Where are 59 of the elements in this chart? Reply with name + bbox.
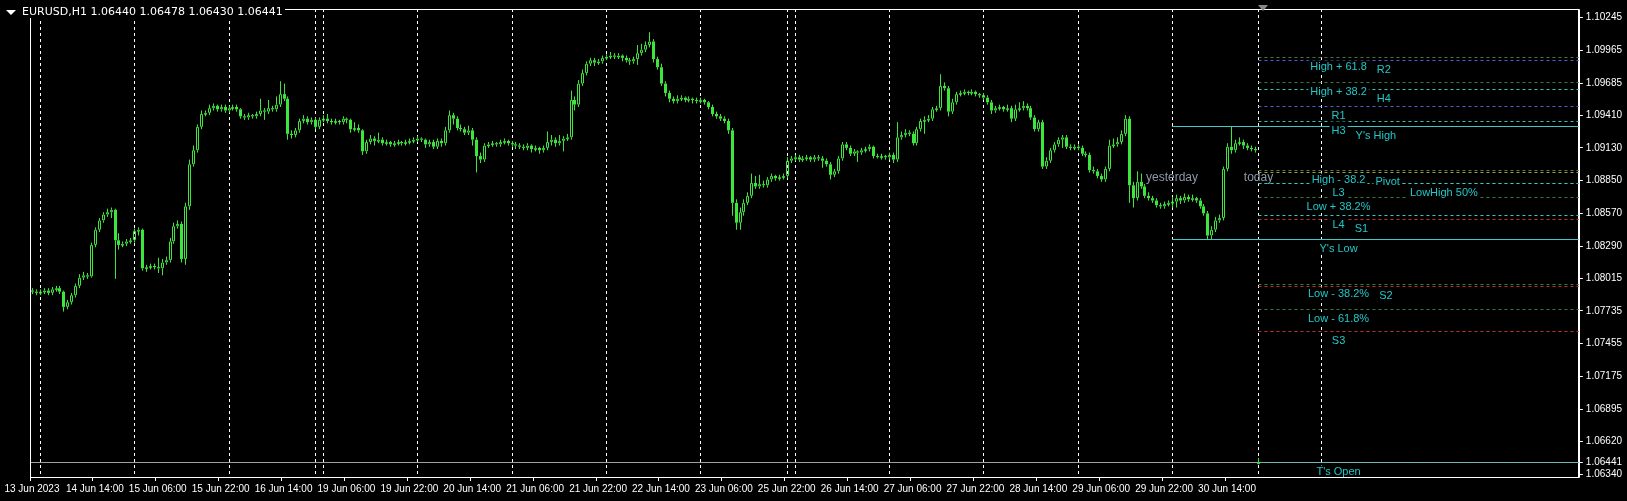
ref-line-label: H3 [1331,123,1346,136]
x-tick-label: 21 Jun 06:00 [506,482,565,494]
y-tick-label: 1.07175 [1585,370,1623,382]
y-tick-label: 1.08015 [1585,272,1623,283]
x-tick-label: 15 Jun 22:00 [191,482,251,494]
x-tick-label: 23 Jun 06:00 [694,482,754,494]
y-tick-label: 1.10245 [1585,11,1623,23]
x-tick-label: 19 Jun 06:00 [317,482,376,494]
y-tick-label: 1.07735 [1585,304,1623,316]
x-tick-label: 19 Jun 22:00 [380,482,439,494]
y-tick-label: 1.06340 [1585,467,1623,479]
annotation: yesterday [1145,169,1198,184]
x-tick-label: 25 Jun 22:00 [757,482,817,494]
x-tick-label: 29 Jun 22:00 [1135,482,1194,494]
x-tick-label: 27 Jun 22:00 [946,482,1005,494]
y-tick-label: 1.06895 [1585,402,1623,414]
y-tick-label: 1.09130 [1585,141,1623,153]
ref-line-label: Low - 61.8% [1307,311,1370,324]
y-tick-label: 1.08850 [1585,174,1623,186]
y-tick-label: 1.08290 [1585,239,1623,251]
annotation: today [1243,169,1274,184]
y-tick-label: 1.09965 [1585,44,1623,56]
ref-line-label: Pivot [1375,174,1400,187]
ref-line-label: H4 [1376,91,1391,104]
chart-title: EURUSD,H1 1.06440 1.06478 1.06430 1.06441 [20,5,285,18]
x-tick-label: 22 Jun 14:00 [632,482,691,494]
x-tick-label: 27 Jun 06:00 [883,482,942,494]
y-tick-label: 1.09685 [1585,76,1623,88]
ref-line-label: LowHigh 50% [1409,185,1479,198]
x-tick-label: 20 Jun 14:00 [443,482,502,494]
ref-line-label: T's Open [1316,464,1361,477]
ref-line-label: S3 [1331,333,1346,346]
x-tick-label: 21 Jun 22:00 [569,482,628,494]
ref-line-label: Low + 38.2% [1306,199,1371,212]
ref-line-label: Low - 38.2% [1307,286,1370,299]
x-tick-label: 30 Jun 14:00 [1198,482,1257,494]
ref-line-label: S2 [1379,288,1393,301]
ref-line-label: Y's High [1355,128,1397,141]
x-tick-label: 13 Jun 2023 [4,482,60,494]
x-tick-label: 15 Jun 06:00 [128,482,188,494]
ref-line-label: S1 [1354,221,1369,234]
y-tick-label: 1.09410 [1585,108,1623,120]
ref-line-label: R1 [1331,108,1346,121]
ref-line-label: L4 [1332,217,1345,230]
ref-line-label: High + 61.8 [1310,59,1367,72]
ref-line-label: High - 38.2 [1311,172,1366,185]
x-tick-label: 28 Jun 14:00 [1009,482,1068,494]
y-tick-label: 1.07455 [1585,337,1623,349]
y-tick-label: 1.08570 [1585,207,1623,219]
x-tick-label: 14 Jun 14:00 [65,482,125,494]
ref-line-label: R2 [1376,62,1391,75]
y-tick-label: 1.06441 [1585,456,1623,468]
ref-line-label: L3 [1332,185,1345,198]
ref-line-label: High + 38.2 [1310,84,1367,97]
y-tick-label: 1.06620 [1585,435,1623,447]
x-tick-label: 26 Jun 14:00 [820,482,879,494]
x-tick-label: 29 Jun 06:00 [1072,482,1131,494]
x-tick-label: 16 Jun 14:00 [254,482,313,494]
ref-line-label: Y's Low [1319,241,1358,254]
